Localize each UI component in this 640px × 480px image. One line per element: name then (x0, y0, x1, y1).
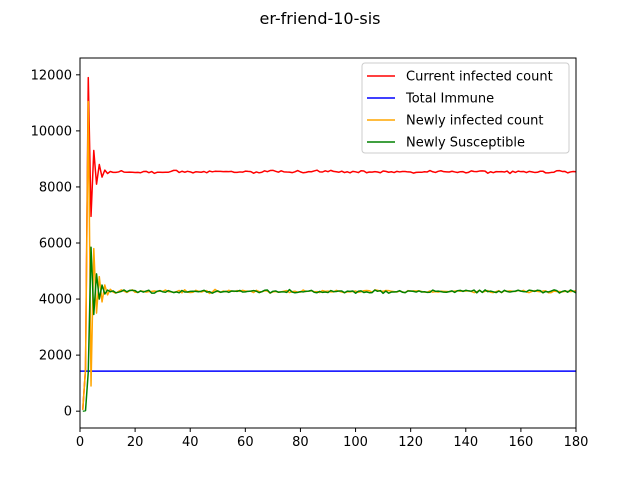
y-axis: 0 2000 4000 6000 8000 10000 12000 (31, 68, 80, 420)
legend-box (361, 62, 570, 154)
series-line-0 (82, 76, 576, 410)
y-tick-label-2: 4000 (39, 293, 72, 308)
x-tick-label-4: 80 (292, 435, 309, 450)
legend-label-2: Newly infected count (406, 114, 544, 129)
x-tick-label-5: 100 (343, 435, 368, 450)
x-tick-label-1: 20 (127, 435, 144, 450)
x-tick-label-2: 40 (182, 435, 199, 450)
y-tick-label-6: 12000 (31, 68, 72, 83)
x-tick-label-8: 160 (508, 435, 533, 450)
y-tick-label-1: 2000 (39, 349, 72, 364)
legend-label-3: Newly Susceptible (406, 136, 525, 151)
x-tick-label-9: 180 (564, 435, 589, 450)
x-tick-label-6: 120 (398, 435, 423, 450)
y-tick-label-0: 0 (64, 405, 72, 420)
x-axis: 0 20 40 60 80 100 120 140 160 180 (76, 428, 589, 450)
y-tick-label-4: 8000 (39, 180, 72, 195)
x-tick-label-7: 140 (453, 435, 478, 450)
plot-area (79, 57, 577, 429)
x-tick-label-0: 0 (76, 435, 84, 450)
chart-title: er-friend-10-sis (260, 9, 381, 28)
legend-label-0: Current infected count (406, 70, 553, 85)
y-tick-label-3: 6000 (39, 237, 72, 252)
legend: Current infected count Total Immune Newly … (361, 62, 570, 154)
y-tick-label-5: 10000 (31, 124, 72, 139)
legend-label-1: Total Immune (405, 92, 494, 107)
series-layer (80, 76, 576, 412)
x-tick-label-3: 60 (237, 435, 254, 450)
series-line-3 (82, 246, 576, 412)
legend-items: Current infected count Total Immune Newly … (367, 70, 553, 151)
